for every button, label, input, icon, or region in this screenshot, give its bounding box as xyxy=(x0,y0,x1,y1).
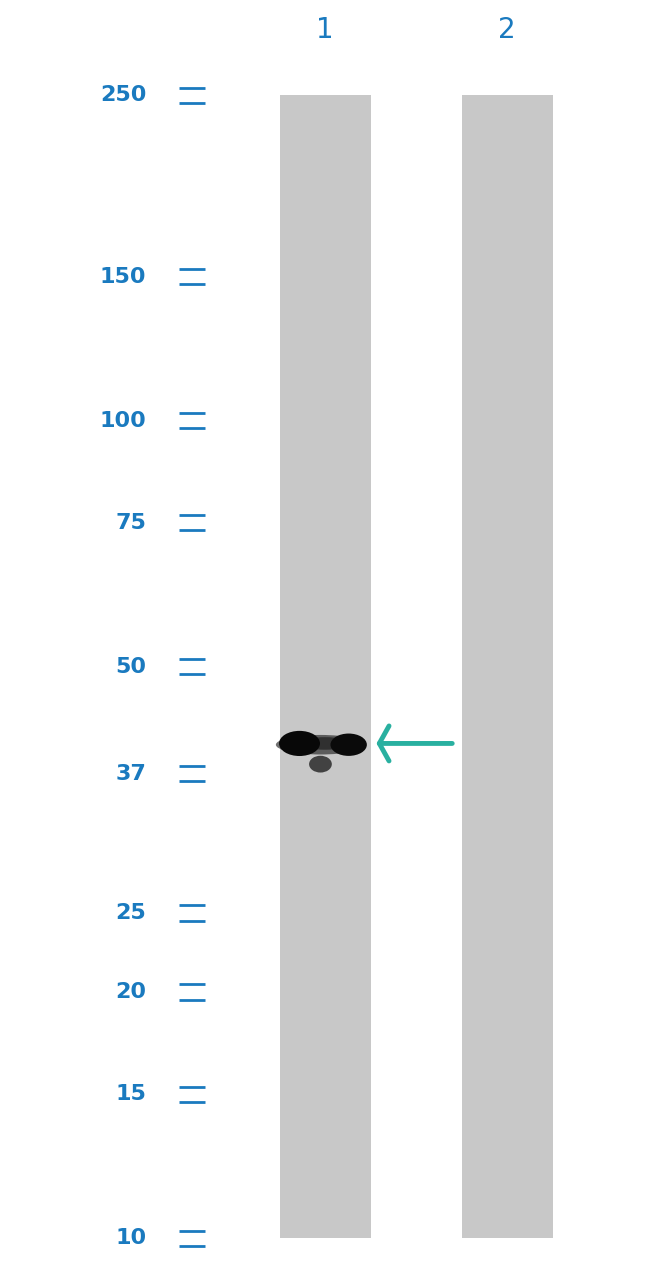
Ellipse shape xyxy=(330,734,367,756)
Text: 15: 15 xyxy=(115,1085,146,1105)
Text: 20: 20 xyxy=(115,982,146,1002)
Bar xyxy=(462,95,552,1238)
Text: 25: 25 xyxy=(116,903,146,923)
Text: 37: 37 xyxy=(115,763,146,784)
Text: 250: 250 xyxy=(100,85,146,105)
Text: 10: 10 xyxy=(115,1228,146,1248)
Text: 50: 50 xyxy=(115,657,146,677)
Ellipse shape xyxy=(279,730,320,756)
Text: 1: 1 xyxy=(316,17,334,44)
Ellipse shape xyxy=(309,756,332,772)
Text: 2: 2 xyxy=(498,17,516,44)
Text: 150: 150 xyxy=(99,267,146,287)
Text: 100: 100 xyxy=(99,410,146,431)
Bar xyxy=(280,95,370,1238)
Ellipse shape xyxy=(276,735,365,754)
Ellipse shape xyxy=(300,737,350,749)
Text: 75: 75 xyxy=(115,513,146,533)
